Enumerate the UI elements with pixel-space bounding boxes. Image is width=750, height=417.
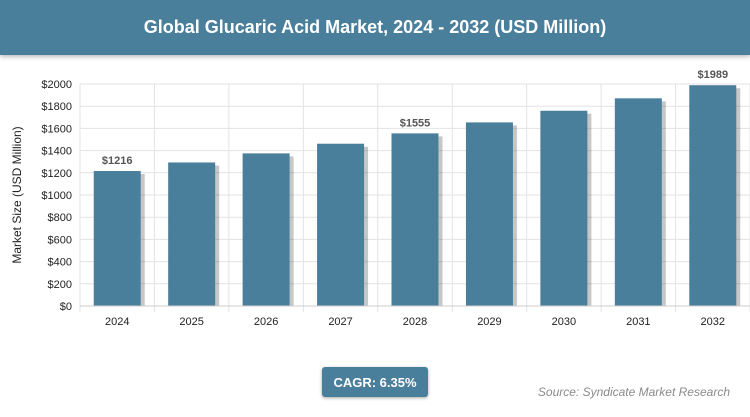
y-tick-label: $200	[48, 279, 72, 291]
x-tick-label: 2028	[403, 316, 427, 328]
data-label: $1989	[697, 69, 728, 81]
x-tick-label: 2025	[179, 316, 203, 328]
bar	[614, 98, 662, 306]
label-layer: $1216 $1555 $1989	[102, 69, 728, 167]
y-tick-label: $1600	[41, 123, 72, 135]
bar-layer	[93, 85, 741, 306]
bar	[242, 153, 290, 306]
bar	[465, 122, 513, 306]
bar	[317, 143, 365, 306]
x-tick-label: 2027	[328, 316, 352, 328]
bar	[168, 162, 216, 306]
bar-chart: $1216$1555$1989 $0$200$400$600$800$1000$…	[10, 69, 750, 328]
y-tick-label: $1000	[41, 190, 72, 202]
y-tick-label: $800	[48, 212, 72, 224]
y-tick-label: $1200	[41, 168, 72, 180]
x-tick-label: 2032	[701, 316, 725, 328]
y-tick-label: $1400	[41, 146, 72, 158]
bar	[391, 133, 439, 306]
bar	[689, 85, 737, 306]
x-tick-label: 2024	[105, 316, 129, 328]
y-tick-label: $0	[60, 301, 72, 313]
x-tick-label: 2030	[552, 316, 576, 328]
source-note: Source: Syndicate Market Research	[537, 385, 730, 399]
y-axis-title: Market Size (USD Million)	[10, 126, 24, 263]
chart-title: Global Glucaric Acid Market, 2024 - 2032…	[0, 0, 750, 55]
data-label: $1555	[400, 117, 431, 129]
data-label: $1216	[102, 155, 133, 167]
x-tick-label: 2031	[626, 316, 650, 328]
y-tick-label: $600	[48, 234, 72, 246]
y-tick-label: $2000	[41, 79, 72, 91]
x-tick-label: 2026	[254, 316, 278, 328]
axis-layer: $0 $200 $400 $600 $800 $1000 $1200 $1400 $1600 $1…	[41, 79, 750, 328]
y-tick-label: $1800	[41, 101, 72, 113]
cagr-badge: CAGR: 6.35%	[322, 367, 428, 397]
x-tick-label: 2029	[477, 316, 501, 328]
bar	[540, 110, 588, 306]
bar	[93, 171, 141, 306]
y-tick-label: $400	[48, 257, 72, 269]
